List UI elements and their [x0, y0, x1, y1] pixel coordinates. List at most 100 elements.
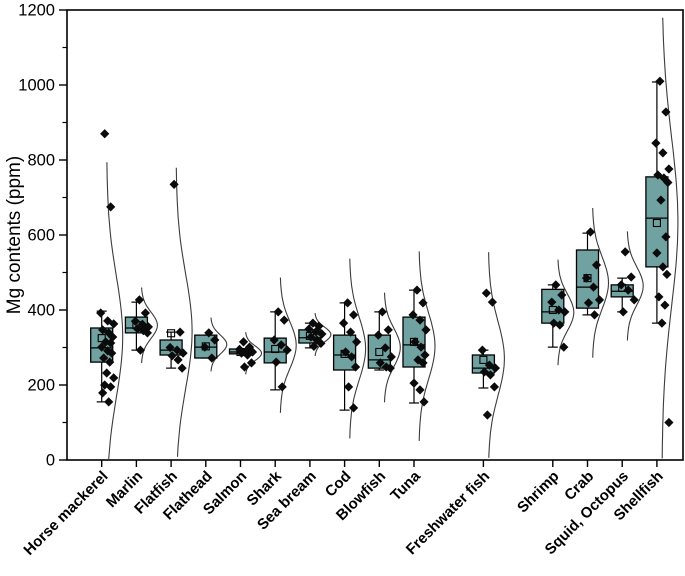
- data-point: [109, 319, 119, 329]
- data-point: [104, 397, 114, 407]
- data-point: [352, 337, 362, 347]
- data-point: [100, 129, 110, 139]
- x-tick-label-shrimp: Shrimp: [514, 468, 563, 517]
- data-point: [271, 357, 281, 367]
- data-point: [246, 358, 257, 368]
- data-point: [177, 363, 187, 373]
- x-tick-label-tuna: Tuna: [387, 467, 424, 504]
- data-point: [485, 370, 495, 380]
- y-tick-label: 800: [27, 152, 55, 170]
- data-point: [487, 297, 497, 307]
- data-point: [415, 385, 425, 395]
- data-point: [380, 343, 390, 353]
- data-point: [547, 297, 557, 307]
- data-point: [620, 247, 630, 257]
- data-point: [346, 327, 356, 337]
- violin-curve: [418, 251, 436, 441]
- data-point: [142, 328, 152, 338]
- mean-marker: [271, 344, 280, 354]
- data-point: [341, 347, 351, 357]
- data-point: [549, 318, 559, 328]
- data-point: [489, 382, 499, 392]
- data-point: [589, 310, 600, 320]
- data-point: [175, 327, 185, 337]
- data-point: [662, 269, 672, 279]
- data-point: [663, 177, 673, 188]
- data-point: [309, 341, 319, 351]
- data-point: [560, 307, 570, 317]
- data-point: [652, 248, 662, 258]
- y-tick-label: 0: [46, 452, 55, 470]
- data-point: [658, 148, 668, 158]
- data-point: [99, 353, 109, 363]
- data-point: [409, 378, 419, 388]
- category-shellfish: Shellfish: [611, 17, 679, 524]
- data-point: [664, 417, 674, 428]
- data-point: [204, 328, 214, 338]
- data-point: [618, 307, 628, 317]
- category-freshwater-fish: Freshwater fish: [403, 252, 505, 558]
- data-point: [97, 342, 107, 352]
- data-point: [654, 292, 664, 302]
- data-point: [106, 202, 116, 212]
- data-point: [557, 290, 567, 300]
- violin-curve: [314, 313, 332, 357]
- violin-curve: [592, 207, 610, 358]
- data-point: [651, 138, 661, 148]
- data-point: [419, 397, 429, 407]
- violin-curve: [383, 292, 401, 403]
- violin-curve: [106, 162, 124, 459]
- data-point: [106, 382, 116, 392]
- data-point: [386, 352, 396, 362]
- data-point: [242, 350, 253, 360]
- data-point: [415, 315, 425, 325]
- data-point: [277, 382, 287, 392]
- data-point: [661, 232, 671, 242]
- data-point: [660, 300, 670, 310]
- category-shrimp: Shrimp: [514, 259, 575, 517]
- data-point: [373, 330, 383, 340]
- data-point: [418, 298, 428, 308]
- data-point: [375, 358, 385, 368]
- data-point: [412, 285, 422, 295]
- y-tick-label: 200: [27, 377, 55, 395]
- data-point: [629, 295, 639, 305]
- mean-marker: [652, 218, 661, 228]
- data-point: [107, 348, 117, 358]
- data-point: [169, 179, 179, 189]
- data-point: [178, 348, 188, 358]
- data-point: [656, 195, 666, 205]
- data-point: [664, 164, 674, 174]
- data-point: [96, 308, 106, 318]
- data-point: [585, 227, 596, 237]
- data-point: [167, 351, 177, 361]
- data-point: [416, 342, 426, 352]
- violin-curve: [626, 231, 644, 341]
- data-point: [554, 305, 564, 315]
- category-tuna: Tuna: [387, 251, 436, 504]
- mean-marker: [479, 355, 488, 364]
- y-tick-label: 600: [27, 227, 55, 245]
- data-point: [140, 308, 150, 318]
- data-point: [347, 352, 357, 362]
- data-point: [134, 295, 144, 305]
- data-point: [105, 357, 115, 367]
- data-point: [410, 337, 420, 347]
- data-point: [591, 260, 602, 270]
- data-point: [623, 285, 633, 295]
- data-point: [279, 315, 289, 325]
- category-shark: Shark: [244, 277, 297, 509]
- data-point: [173, 355, 183, 365]
- data-point: [304, 324, 314, 334]
- data-point: [165, 342, 175, 353]
- data-point: [109, 373, 119, 383]
- data-point: [343, 298, 353, 308]
- x-tick-label-horse-mackerel: Horse mackerel: [20, 468, 111, 559]
- data-point: [583, 298, 594, 308]
- violin-curve: [210, 317, 228, 372]
- data-point: [482, 410, 492, 420]
- data-point: [490, 363, 500, 373]
- violin-curve: [661, 17, 679, 459]
